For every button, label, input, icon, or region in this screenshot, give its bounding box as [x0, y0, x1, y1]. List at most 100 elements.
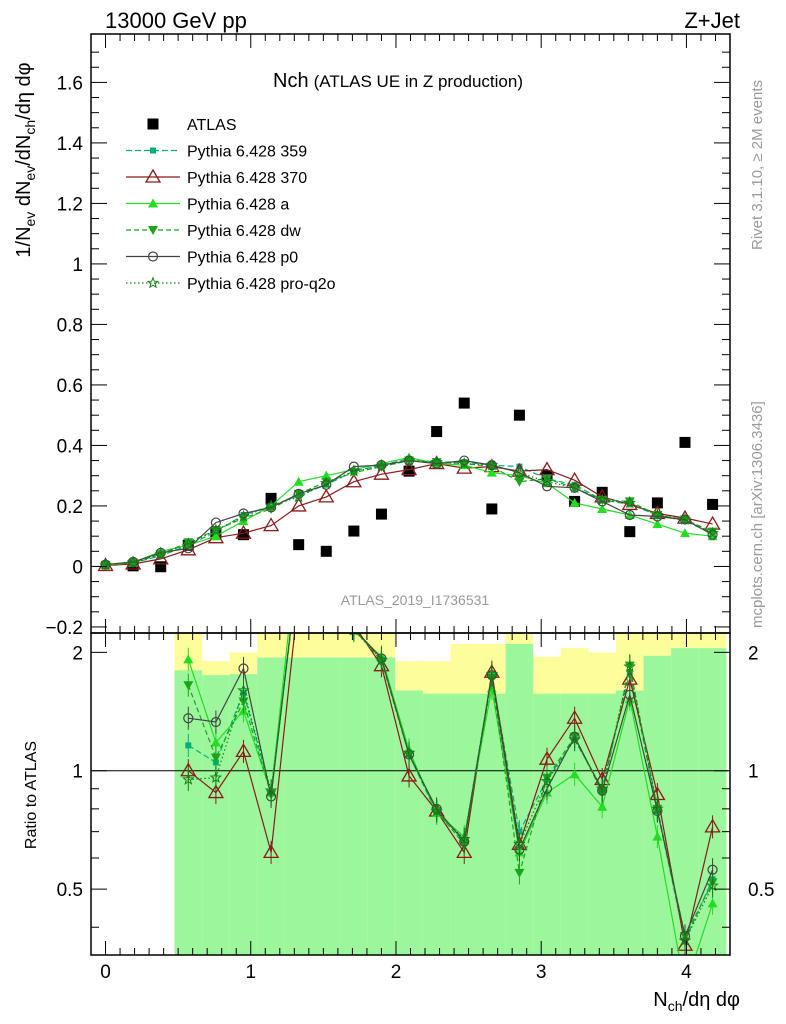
ratio-point-pq2o: [568, 733, 581, 745]
ratio-point-pp0: [351, 633, 357, 634]
ratio-point-p370: [235, 743, 252, 758]
point-pa: [679, 528, 690, 538]
point-pa: [210, 531, 221, 541]
point-atlas: [596, 486, 608, 498]
ratio-point-p359: [351, 627, 357, 633]
y-tick-label: −0.2: [45, 618, 83, 639]
ratio-point-pq2o: [457, 832, 471, 845]
ratio-point-pp0: [624, 689, 635, 700]
point-pq2o: [623, 496, 637, 509]
point-pq2o: [375, 459, 388, 472]
y-tick-label: 1: [72, 255, 83, 276]
axis-ticks: 0 1 2 3 4 −0.2 0 0.2 0.4 0.6 0.8 1 1.2 1.4 1.6 0.5 0.5 1 1…: [45, 34, 774, 983]
point-pq2o: [651, 508, 664, 521]
ratio-point-pa: [569, 769, 580, 779]
point-pa: [486, 467, 497, 477]
point-atlas: [707, 498, 719, 510]
point-p370: [538, 461, 556, 476]
y-tick-label: 1.4: [57, 134, 84, 155]
ratio-point-pq2o: [513, 837, 526, 850]
point-pq2o: [540, 475, 554, 488]
ratio-point-p359: [185, 742, 192, 749]
band-inner-bin: [367, 657, 396, 955]
x-tick-label: 0: [100, 962, 111, 983]
chart-subtitle: (ATLAS UE in Z production): [314, 72, 523, 91]
point-pdw: [624, 497, 635, 507]
x-tick-label: 1: [245, 962, 256, 983]
point-pdw: [707, 527, 718, 537]
point-atlas: [624, 526, 636, 538]
ratio-point-pq2o: [540, 774, 554, 787]
point-atlas: [486, 503, 498, 515]
point-p370: [373, 465, 390, 480]
y-tick-label: 0.2: [57, 497, 83, 518]
point-pq2o: [209, 523, 223, 536]
band-inner-bin: [312, 657, 341, 955]
point-pp0: [652, 511, 663, 522]
ratio-point-p370: [456, 844, 473, 859]
legend-label-pa: Pythia 6.428 a: [187, 197, 289, 214]
ratio-point-pq2o: [264, 783, 278, 797]
series-line-pp0: [105, 459, 713, 566]
y-tick-label: 0.8: [57, 315, 83, 336]
point-p370: [290, 497, 307, 512]
point-pq2o: [99, 558, 112, 571]
point-pp0: [707, 529, 718, 540]
point-pq2o: [568, 481, 581, 494]
point-pp0: [210, 517, 221, 528]
point-pa: [293, 476, 304, 486]
ratio-y-tick-label: 1: [72, 762, 83, 783]
legend-marker-p359: [150, 147, 156, 154]
ratio-point-p370: [400, 767, 418, 782]
point-p370: [207, 529, 225, 544]
ratio-point-pq2o: [706, 879, 719, 892]
ratio-point-pq2o: [623, 660, 637, 672]
legend-marker-pdw: [148, 226, 158, 235]
ratio-point-pa: [652, 831, 663, 841]
ratio-y-tick-label-right: 1: [748, 762, 759, 783]
ratio-point-p370: [538, 750, 556, 765]
series-line-p370: [105, 462, 713, 567]
point-atlas: [155, 561, 167, 573]
ratio-series-pq2o: [182, 633, 719, 953]
chart-title: Nch: [273, 70, 309, 92]
ratio-point-pq2o: [237, 683, 250, 696]
point-pp0: [541, 481, 553, 492]
point-pq2o: [319, 476, 333, 489]
point-pdw: [321, 477, 332, 487]
point-atlas: [348, 525, 360, 537]
band-inner-bin: [340, 657, 368, 955]
ratio-point-p370: [262, 844, 280, 859]
point-pa: [597, 503, 608, 513]
ratio-point-p359: [516, 828, 523, 835]
ratio-y-tick-label-right: 2: [748, 643, 759, 664]
ratio-point-pq2o: [209, 771, 223, 784]
point-atlas: [513, 409, 525, 421]
point-pq2o: [706, 526, 719, 539]
point-p370: [152, 550, 169, 565]
ratio-point-pdw: [353, 633, 355, 634]
point-p370: [235, 524, 252, 539]
point-pq2o: [347, 464, 361, 477]
point-pdw: [514, 477, 525, 487]
point-pp0: [348, 461, 359, 472]
point-atlas: [651, 497, 663, 509]
point-pq2o: [457, 456, 471, 469]
ratio-point-pq2o: [678, 934, 692, 946]
header-left: 13000 GeV pp: [105, 8, 247, 33]
point-pp0: [238, 508, 249, 519]
legend-marker-pp0: [147, 251, 159, 262]
point-pq2o: [237, 509, 250, 522]
ratio-y-tick-label: 2: [72, 643, 83, 664]
point-atlas: [293, 539, 305, 551]
legend-entry-atlas: ATLAS: [147, 117, 237, 134]
ratio-point-p370: [319, 503, 333, 515]
point-pq2o: [430, 455, 443, 468]
legend-label-pp0: Pythia 6.428 p0: [187, 250, 298, 267]
ratio-point-pa: [210, 737, 221, 747]
legend-label-pq2o: Pythia 6.428 pro-q2o: [187, 276, 336, 293]
point-pq2o: [485, 458, 499, 471]
legend-entry-pa: Pythia 6.428 a: [126, 197, 289, 214]
point-atlas: [679, 436, 691, 448]
